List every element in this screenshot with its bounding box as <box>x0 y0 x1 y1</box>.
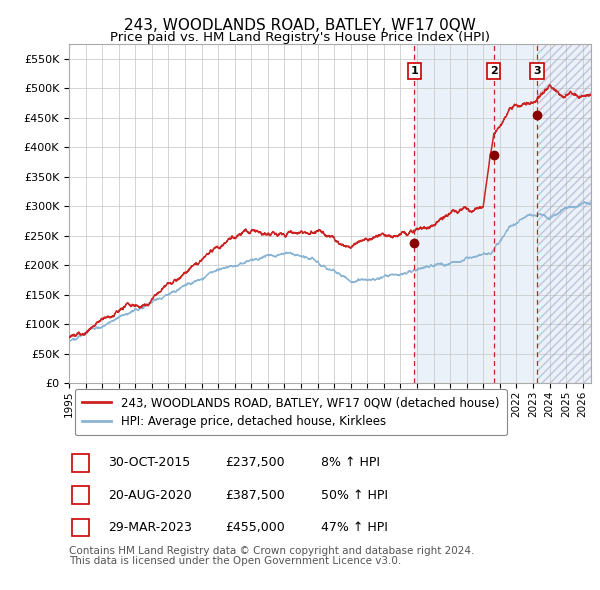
Text: 243, WOODLANDS ROAD, BATLEY, WF17 0QW: 243, WOODLANDS ROAD, BATLEY, WF17 0QW <box>124 18 476 32</box>
Text: Price paid vs. HM Land Registry's House Price Index (HPI): Price paid vs. HM Land Registry's House … <box>110 31 490 44</box>
Bar <box>537 44 591 383</box>
Text: 30-OCT-2015: 30-OCT-2015 <box>108 456 190 469</box>
Text: 29-MAR-2023: 29-MAR-2023 <box>108 521 192 534</box>
Text: 3: 3 <box>533 65 541 76</box>
Text: £237,500: £237,500 <box>225 456 284 469</box>
Text: 1: 1 <box>410 65 418 76</box>
Text: 2: 2 <box>490 65 497 76</box>
Legend: 243, WOODLANDS ROAD, BATLEY, WF17 0QW (detached house), HPI: Average price, deta: 243, WOODLANDS ROAD, BATLEY, WF17 0QW (d… <box>75 389 506 435</box>
Text: 2: 2 <box>76 489 85 502</box>
Text: 50% ↑ HPI: 50% ↑ HPI <box>321 489 388 502</box>
Text: £455,000: £455,000 <box>225 521 285 534</box>
Bar <box>414 44 591 383</box>
Text: 8% ↑ HPI: 8% ↑ HPI <box>321 456 380 469</box>
Text: 20-AUG-2020: 20-AUG-2020 <box>108 489 192 502</box>
Text: Contains HM Land Registry data © Crown copyright and database right 2024.: Contains HM Land Registry data © Crown c… <box>69 546 475 556</box>
Text: 47% ↑ HPI: 47% ↑ HPI <box>321 521 388 534</box>
Text: £387,500: £387,500 <box>225 489 285 502</box>
Text: 3: 3 <box>76 521 85 534</box>
Text: 1: 1 <box>76 456 85 469</box>
Bar <box>537 44 591 383</box>
Text: This data is licensed under the Open Government Licence v3.0.: This data is licensed under the Open Gov… <box>69 556 401 566</box>
